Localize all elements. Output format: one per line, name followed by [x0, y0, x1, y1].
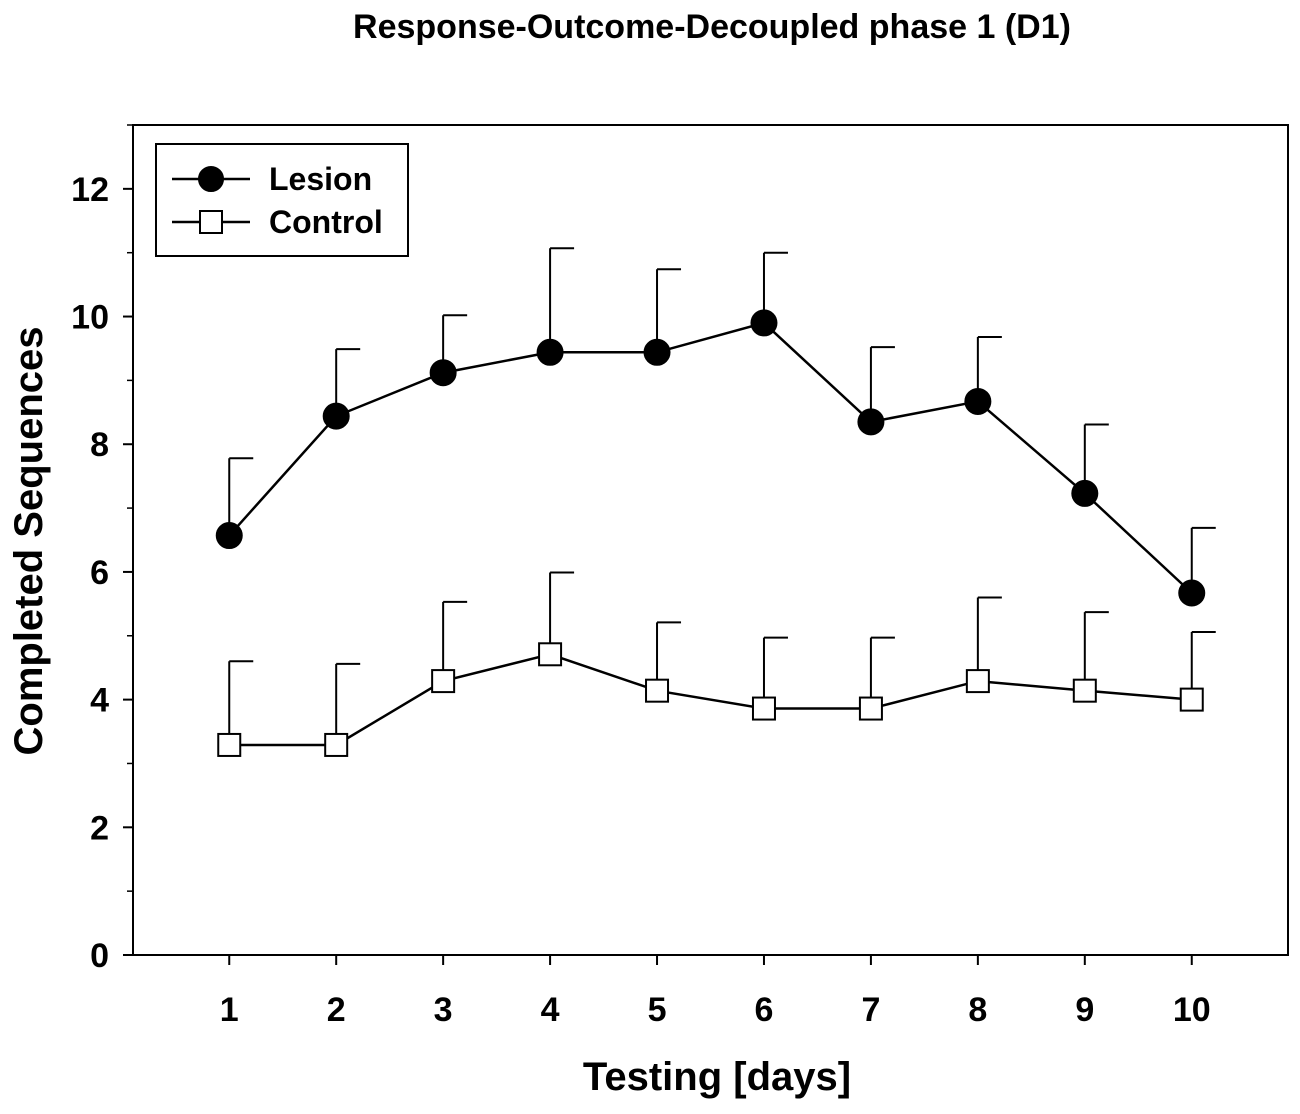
lesion-point: [857, 408, 885, 436]
control-point: [324, 732, 349, 757]
legend-marker-lesion: [198, 166, 224, 192]
control-point: [645, 678, 670, 703]
y-axis-label: Completed Sequences: [7, 326, 51, 755]
lesion-point: [215, 522, 243, 550]
y-tick-label: 0: [90, 937, 109, 975]
control-line: [229, 652, 1192, 747]
x-tick-label: 9: [1075, 991, 1094, 1029]
control-point: [965, 669, 990, 694]
x-tick-label: 1: [220, 991, 239, 1029]
chart-title: Response-Outcome-Decoupled phase 1 (D1): [353, 8, 1071, 46]
lesion-point: [429, 359, 457, 387]
control-point: [1072, 678, 1097, 703]
lesion-point: [964, 387, 992, 415]
y-axis: 0 2 4 6 8 10 12: [71, 124, 133, 975]
lesion-line: [228, 321, 1193, 594]
x-axis: 1 2 3 4 5 6 7 8 9 10: [220, 955, 1211, 1029]
series-control: [217, 571, 1216, 757]
x-tick-label: 8: [968, 991, 987, 1029]
control-point: [431, 669, 456, 694]
y-tick-label: 4: [90, 682, 109, 720]
x-tick-label: 4: [541, 991, 560, 1029]
lesion-point: [1178, 579, 1206, 607]
control-point: [1179, 687, 1204, 712]
lesion-point: [536, 338, 564, 366]
legend-label-control: Control: [269, 204, 383, 240]
lesion-point: [1071, 479, 1099, 507]
control-point: [538, 642, 563, 667]
control-point: [751, 696, 776, 721]
series-lesion: [215, 247, 1216, 607]
y-tick-label: 10: [71, 299, 109, 337]
y-tick-label: 2: [90, 809, 109, 847]
y-tick-label: 12: [71, 171, 109, 209]
lesion-point: [322, 402, 350, 430]
legend: Lesion Control: [155, 143, 409, 257]
control-point: [217, 732, 242, 757]
x-tick-label: 6: [755, 991, 774, 1029]
x-axis-label: Testing [days]: [583, 1055, 851, 1099]
x-tick-label: 10: [1173, 991, 1211, 1029]
series-layer: [215, 247, 1216, 757]
legend-box: [155, 143, 409, 257]
x-tick-label: 2: [327, 991, 346, 1029]
y-tick-label: 8: [90, 426, 109, 464]
lesion-point: [750, 309, 778, 337]
plot-frame: [132, 124, 1289, 956]
y-tick-label: 6: [90, 554, 109, 592]
control-point: [858, 696, 883, 721]
legend-label-lesion: Lesion: [269, 161, 372, 197]
x-tick-label: 7: [861, 991, 880, 1029]
x-tick-label: 3: [434, 991, 453, 1029]
legend-marker-control: [199, 210, 223, 234]
lesion-point: [643, 338, 671, 366]
x-tick-label: 5: [648, 991, 667, 1029]
